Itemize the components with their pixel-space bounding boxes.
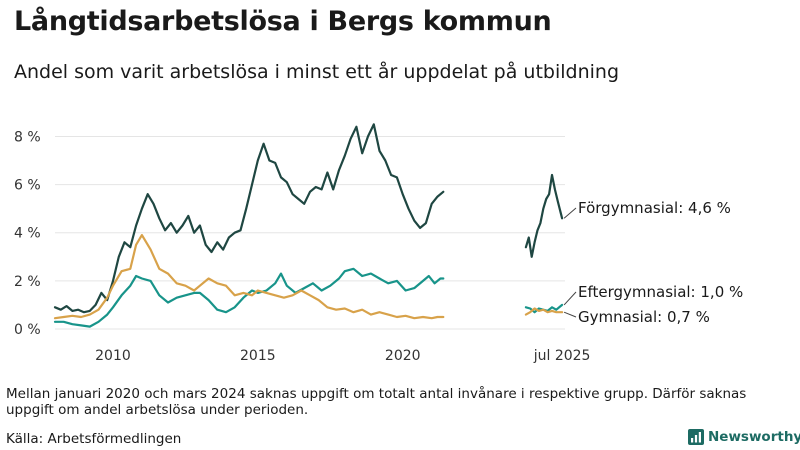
- y-tick-label: 8 %: [14, 129, 41, 145]
- series-line-forgymnasial: [53, 123, 445, 314]
- source-credit: Källa: Arbetsförmedlingen: [6, 431, 182, 447]
- line-chart: 0 % 2 % 4 % 6 % 8 % 2010 2015 2020 jul 2025 Förgy…: [14, 123, 743, 364]
- series-end-label: Förgymnasial: 4,6 %: [578, 199, 731, 217]
- label-leader-line: [563, 207, 577, 219]
- label-leader-line: [563, 311, 577, 318]
- label-leader-line: [563, 291, 577, 306]
- series-line-gymnasial: [524, 307, 564, 316]
- y-tick-label: 2 %: [14, 274, 41, 290]
- brand-name: Newsworthy: [708, 429, 800, 445]
- x-tick-label: 2015: [240, 348, 276, 364]
- x-tick-label: 2020: [385, 348, 421, 364]
- series-line-gymnasial: [53, 234, 445, 320]
- footnote: Mellan januari 2020 och mars 2024 saknas…: [6, 386, 747, 418]
- newsworthy-logo: Newsworthy: [688, 429, 800, 445]
- x-tick-label: 2010: [95, 348, 131, 364]
- series-line-forgymnasial: [524, 173, 564, 258]
- y-tick-label: 0 %: [14, 322, 41, 338]
- series-end-label: Gymnasial: 0,7 %: [578, 308, 710, 326]
- newsworthy-bar-chart-icon: [688, 429, 704, 445]
- y-tick-label: 6 %: [14, 178, 41, 194]
- chart-subtitle: Andel som varit arbetslösa i minst ett å…: [14, 61, 620, 83]
- series-end-label: Eftergymnasial: 1,0 %: [578, 283, 743, 301]
- y-tick-label: 4 %: [14, 226, 41, 242]
- x-tick-label: jul 2025: [533, 348, 591, 364]
- chart-title: Långtidsarbetslösa i Bergs kommun: [14, 6, 552, 37]
